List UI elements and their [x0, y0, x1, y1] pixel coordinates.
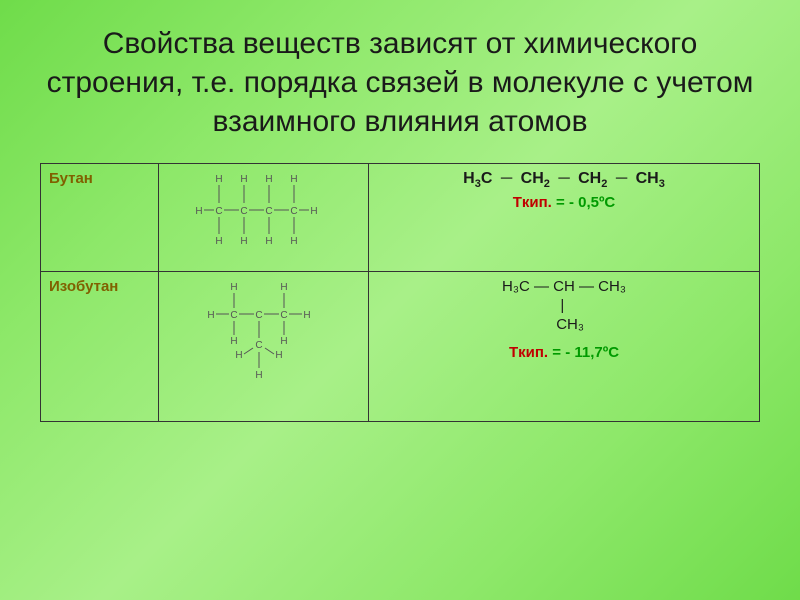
bp-label: Tкип.	[513, 194, 552, 211]
svg-text:H: H	[275, 350, 282, 361]
svg-text:H: H	[310, 206, 317, 217]
svg-text:H: H	[235, 350, 242, 361]
svg-text:H: H	[240, 236, 247, 247]
compound-name: Бутан	[49, 170, 93, 187]
bp-value: = - 11,7ºС	[548, 344, 619, 361]
svg-text:H: H	[215, 174, 222, 185]
svg-text:H: H	[207, 310, 214, 321]
svg-text:H: H	[265, 236, 272, 247]
svg-text:C: C	[280, 310, 287, 321]
svg-text:H: H	[290, 174, 297, 185]
comparison-table: Бутан HHHH CCCC HH HHHH	[40, 163, 760, 422]
svg-text:H: H	[265, 174, 272, 185]
butane-formula: H3C ─ CH2 ─ CH2 ─ CH3	[377, 170, 751, 190]
bp-label: Tкип.	[509, 344, 548, 361]
formula-cell: H₃C — CH — CH₃ | CH₃ Tкип. = - 11,7ºС	[369, 272, 760, 422]
table-row: Изобутан HH CCC HH HH C HH H	[41, 272, 760, 422]
svg-text:H: H	[290, 236, 297, 247]
svg-text:H: H	[280, 282, 287, 293]
svg-text:H: H	[195, 206, 202, 217]
svg-text:C: C	[215, 206, 222, 217]
svg-text:H: H	[280, 336, 287, 347]
table-row: Бутан H H H H C C C C H H H H H H	[41, 164, 760, 272]
svg-text:H: H	[303, 310, 310, 321]
compound-name-cell: Бутан	[41, 164, 159, 272]
svg-text:H: H	[230, 336, 237, 347]
svg-text:C: C	[290, 206, 297, 217]
svg-text:H: H	[215, 236, 222, 247]
compound-name-cell: Изобутан	[41, 272, 159, 422]
formula-cell: H3C ─ CH2 ─ CH2 ─ CH3 Tкип. = - 0,5ºС	[369, 164, 760, 272]
isobutane-structure-icon: HH CCC HH HH C HH H	[189, 278, 339, 398]
svg-text:H: H	[240, 174, 247, 185]
bp-value: = - 0,5ºС	[552, 194, 615, 211]
boiling-point: Tкип. = - 0,5ºС	[377, 194, 751, 211]
structure-cell: HH CCC HH HH C HH H	[159, 272, 369, 422]
svg-text:C: C	[255, 340, 262, 351]
isobutane-formula: H₃C — CH — CH₃ | CH₃	[502, 278, 626, 334]
svg-text:H: H	[255, 370, 262, 381]
boiling-point: Tкип. = - 11,7ºС	[377, 344, 751, 361]
butane-structure-icon: H H H H C C C C H H H H H H	[189, 170, 339, 248]
svg-text:C: C	[265, 206, 272, 217]
svg-text:H: H	[230, 282, 237, 293]
svg-text:C: C	[230, 310, 237, 321]
svg-text:C: C	[255, 310, 262, 321]
slide-title: Свойства веществ зависят от химического …	[40, 24, 760, 141]
structure-cell: H H H H C C C C H H H H H H	[159, 164, 369, 272]
slide: Свойства веществ зависят от химического …	[0, 0, 800, 600]
compound-name: Изобутан	[49, 278, 118, 295]
svg-text:C: C	[240, 206, 247, 217]
